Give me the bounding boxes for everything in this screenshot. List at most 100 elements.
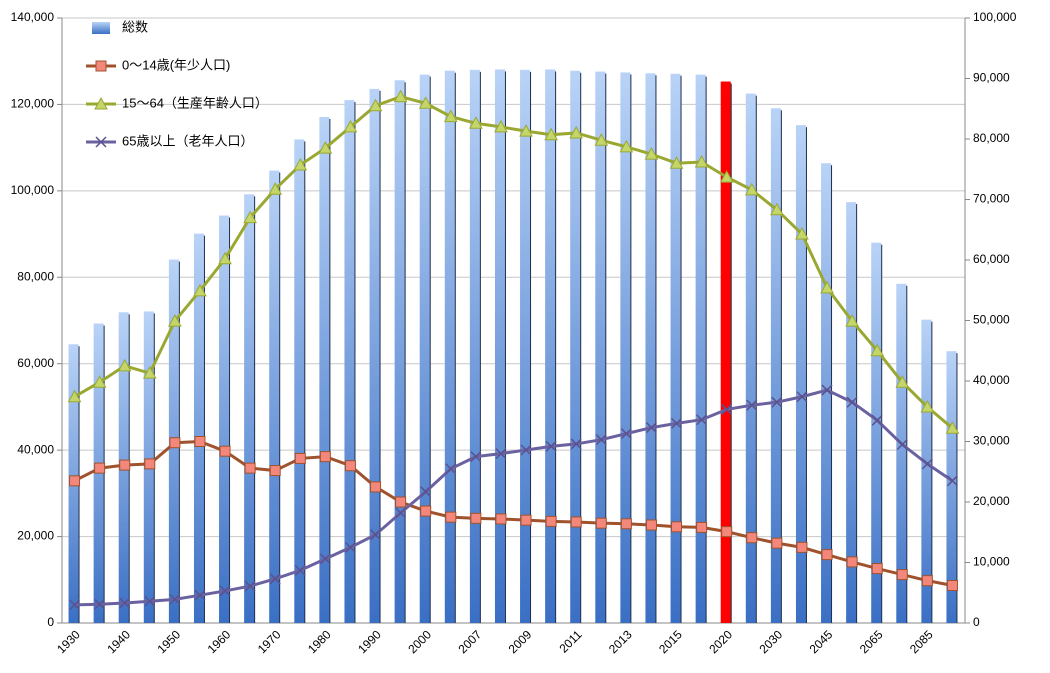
marker [669,156,684,169]
marker [744,182,759,196]
marker [294,452,306,464]
marker [244,580,256,592]
marker [169,437,181,449]
marker [520,444,532,456]
y-tick-label: 80,000 [17,269,54,283]
legend-label: 15～64（生産年齢人口） [122,95,268,110]
line [74,388,954,607]
marker [796,541,808,553]
legend-swatch [92,22,110,34]
y2-tick-label: 70,000 [973,192,1010,206]
marker [67,389,82,403]
marker [495,513,507,525]
bar [193,233,204,623]
marker [545,440,557,452]
marker [545,515,557,527]
marker [420,505,432,517]
marker [845,314,859,327]
x-tick-label: 1930 [54,627,83,656]
bar [369,88,380,623]
marker [69,599,81,611]
x-tick-label: 2065 [857,627,886,656]
marker [771,537,783,549]
marker [620,428,632,440]
marker [94,462,106,474]
marker [119,597,131,609]
marker [243,210,257,224]
marker [294,564,306,576]
marker [721,526,733,538]
bar [695,74,706,623]
x-tick-label: 2000 [405,627,434,656]
x-tick-label: 2011 [556,627,584,655]
marker [846,396,858,408]
bar [469,69,480,624]
marker [644,147,659,160]
marker [544,127,558,141]
marker [144,595,156,607]
marker [168,314,182,327]
marker [494,119,508,133]
marker [746,532,758,544]
bar [545,69,556,624]
marker [344,541,356,553]
marker [796,391,808,403]
marker [169,593,181,605]
bar [720,81,731,623]
marker [194,436,206,447]
marker [921,575,933,587]
marker [696,414,708,426]
marker [771,396,783,408]
marker [469,116,483,129]
marker [870,343,885,357]
bar [570,70,581,623]
y2-tick-label: 90,000 [973,71,1010,85]
marker [219,445,231,457]
y2-tick-label: 20,000 [973,494,1010,508]
marker [393,89,408,103]
bar [294,139,305,624]
marker [694,154,709,168]
x-tick-label: 1970 [255,627,284,656]
bar [244,194,255,624]
y2-tick-label: 30,000 [973,434,1010,448]
x-tick-label: 2013 [606,627,635,656]
marker [470,451,482,463]
marker [370,481,382,493]
line [73,439,953,587]
bar [595,71,606,624]
marker [268,182,283,195]
y2-tick-label: 80,000 [973,131,1010,145]
bar [821,163,832,623]
marker [318,141,333,154]
y2-tick-label: 50,000 [973,313,1010,327]
y-tick-label: 60,000 [17,356,54,370]
marker [445,463,457,475]
bar [745,93,756,623]
marker [94,96,108,110]
bar [520,69,531,624]
x-tick-label: 2007 [455,627,484,656]
bar [444,70,455,623]
marker [595,517,607,529]
marker [770,202,784,216]
marker [395,496,407,508]
marker [846,556,858,568]
legend-label: 総数 [122,19,148,34]
marker [144,458,156,470]
marker [420,486,432,498]
y2-tick-label: 40,000 [973,373,1010,387]
y2-tick-label: 60,000 [973,252,1010,266]
bar [344,100,355,624]
marker [95,136,107,148]
marker [293,157,308,171]
marker [69,475,81,487]
bar [494,69,505,624]
marker [896,438,908,451]
marker [319,451,331,463]
marker [269,465,281,477]
bar [946,351,957,623]
marker [119,459,131,471]
bar [871,242,882,623]
marker [470,512,482,524]
